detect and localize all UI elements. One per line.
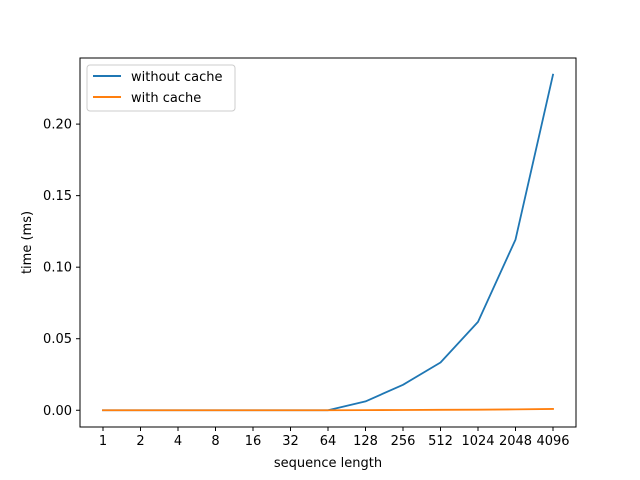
legend-label-without-cache: without cache xyxy=(131,70,223,85)
x-tick-label: 512 xyxy=(428,434,453,449)
x-axis: 1 2 4 8 16 32 64 128 256 512 1024 2048 4096 xyxy=(99,427,570,449)
legend-label-with-cache: with cache xyxy=(131,91,201,106)
y-tick-label: 0.20 xyxy=(43,118,72,133)
plot-area xyxy=(80,58,576,427)
y-tick-label: 0.10 xyxy=(43,261,72,276)
x-axis-label: sequence length xyxy=(274,456,382,471)
x-tick-label: 64 xyxy=(320,434,337,449)
x-tick-label: 128 xyxy=(353,434,378,449)
x-tick-label: 1024 xyxy=(461,434,494,449)
y-tick-label: 0.05 xyxy=(43,332,72,347)
x-tick-label: 2048 xyxy=(499,434,532,449)
x-tick-label: 4 xyxy=(174,434,182,449)
x-tick-label: 2 xyxy=(136,434,144,449)
y-tick-label: 0.00 xyxy=(43,404,72,419)
series-line-with-cache xyxy=(102,408,554,412)
x-tick-label: 8 xyxy=(211,434,219,449)
y-axis-label: time (ms) xyxy=(20,211,35,274)
legend-box xyxy=(86,64,236,112)
y-axis: 0.00 0.05 0.10 0.15 0.20 xyxy=(43,118,80,419)
x-tick-label: 1 xyxy=(99,434,107,449)
x-tick-label: 256 xyxy=(391,434,416,449)
x-tick-label: 16 xyxy=(245,434,262,449)
x-tick-label: 4096 xyxy=(536,434,569,449)
series-layer xyxy=(102,73,555,412)
y-tick-label: 0.15 xyxy=(43,189,72,204)
legend: without cache with cache xyxy=(86,64,236,112)
x-tick-label: 32 xyxy=(282,434,299,449)
